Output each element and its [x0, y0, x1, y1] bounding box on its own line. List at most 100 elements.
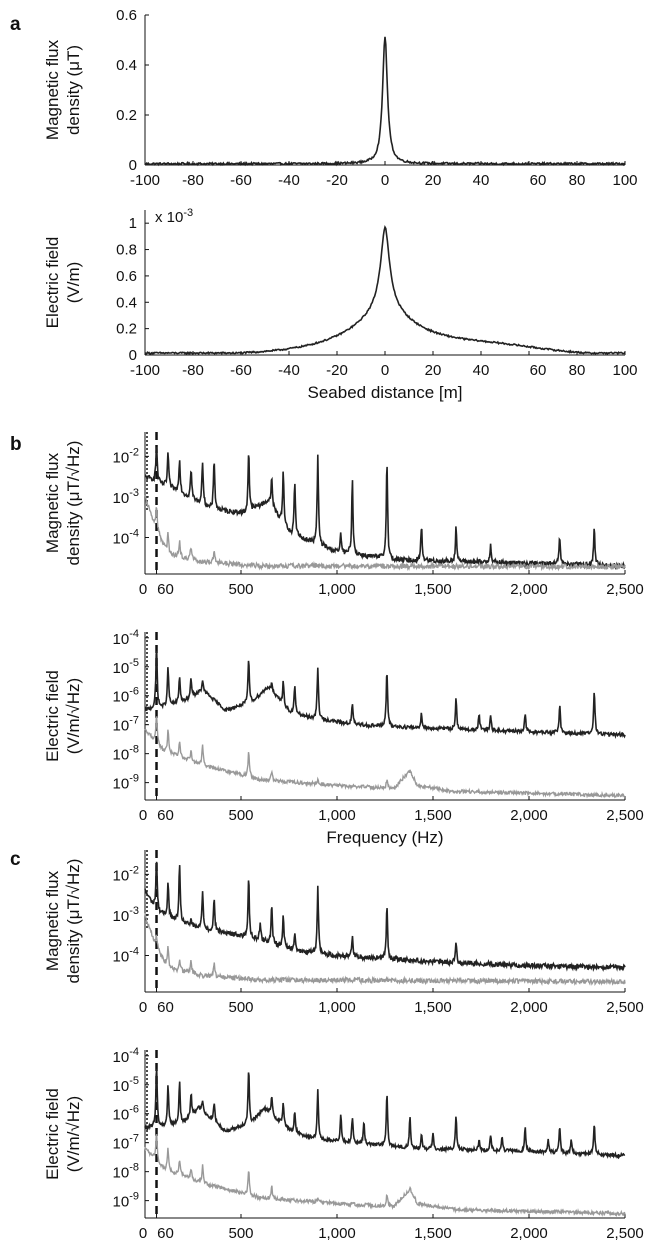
y-tick-label: 0.2	[116, 321, 137, 338]
y-tick-label: 10-6	[113, 686, 139, 706]
x-tick-label: 1,500	[414, 581, 452, 598]
x-tick-label: -100	[130, 172, 160, 189]
x-tick-label: 80	[569, 362, 586, 379]
x-tick-label: 2,000	[510, 807, 548, 824]
x-tick-label: -60	[230, 362, 252, 379]
x-tick-label: -80	[182, 362, 204, 379]
x-tick-label: 2,500	[606, 807, 644, 824]
y-tick-label: 0	[129, 347, 137, 364]
panel-label-b: b	[10, 434, 22, 455]
x-tick-label: -20	[326, 362, 348, 379]
y-tick-label: 10-8	[113, 1162, 139, 1182]
x-tick-label: 1,000	[318, 1225, 356, 1242]
y-axis-label: Electric field (V/m/√Hz)	[43, 1088, 83, 1180]
x-tick-label: -40	[278, 172, 300, 189]
y-axis-label: Electric field (V/m/√Hz)	[43, 670, 83, 762]
x-tick-label: 1,000	[318, 581, 356, 598]
chart-c2: 0 60 500 1,000 1,500 2,000 2,500 10-9 10-8 10-7 10…	[43, 1046, 644, 1242]
x-tick-label: 60	[530, 172, 547, 189]
x-tick-label: 2,000	[510, 1225, 548, 1242]
y-tick-label: 10-2	[113, 864, 139, 884]
x-tick-label: -40	[278, 362, 300, 379]
y-axis-label: Magnetic flux density (μT/√Hz)	[43, 441, 83, 566]
y-tick-label: 10-6	[113, 1104, 139, 1124]
x-tick-label: 60	[157, 581, 174, 598]
y-tick-label: 0	[129, 157, 137, 174]
x-tick-label: 2,500	[606, 1225, 644, 1242]
x-tick-label: 0	[381, 362, 389, 379]
y-tick-label: 10-4	[113, 527, 139, 547]
x-tick-label: 20	[425, 172, 442, 189]
x-tick-label: 80	[569, 172, 586, 189]
y-tick-label: 10-3	[113, 487, 139, 507]
x-tick-label: 100	[612, 362, 637, 379]
y-tick-label: 0.8	[116, 242, 137, 259]
y-tick-label: 10-5	[113, 657, 139, 677]
y-axis-label: Magnetic flux density (μT)	[43, 39, 83, 140]
y-tick-label: 10-4	[113, 628, 139, 648]
y-tick-label: 10-9	[113, 1191, 139, 1211]
y-axis-label: Electric field (V/m)	[43, 237, 83, 329]
series-light-line	[144, 912, 626, 986]
y-tick-label: 0.4	[116, 57, 137, 74]
series-dark-line	[144, 861, 626, 973]
series-dark-line	[144, 1068, 626, 1160]
series-dark-line	[144, 446, 626, 571]
x-tick-label: 60	[530, 362, 547, 379]
panel-label-c: c	[10, 849, 21, 870]
y-tick-label: 10-5	[113, 1075, 139, 1095]
x-tick-label: 0	[139, 1225, 147, 1242]
x-tick-label: 40	[473, 172, 490, 189]
x-tick-label: 100	[612, 172, 637, 189]
y-tick-label: 0.4	[116, 294, 137, 311]
series-light-line	[144, 1134, 626, 1218]
x-tick-label: 1,000	[318, 999, 356, 1016]
x-tick-label: 60	[157, 807, 174, 824]
y-tick-label: 10-3	[113, 905, 139, 925]
x-tick-label: 2,000	[510, 581, 548, 598]
y-tick-label: 10-7	[113, 715, 139, 735]
x-tick-label: 0	[139, 807, 147, 824]
series-dark-line	[144, 224, 626, 356]
x-tick-label: 2,500	[606, 999, 644, 1016]
x-tick-label: 1,500	[414, 999, 452, 1016]
series-dark-line	[144, 36, 626, 167]
y-tick-label: 10-4	[113, 945, 139, 965]
x-tick-label: 0	[139, 581, 147, 598]
x-tick-label: 0	[139, 999, 147, 1016]
y-tick-label: 0.6	[116, 7, 137, 24]
panel-label-a: a	[10, 14, 21, 35]
x-tick-label: 1,500	[414, 807, 452, 824]
x-tick-label: 500	[228, 807, 253, 824]
x-tick-label: 40	[473, 362, 490, 379]
y-tick-label: 1	[129, 215, 137, 232]
x-tick-label: 60	[157, 999, 174, 1016]
x-tick-label: -80	[182, 172, 204, 189]
x-tick-label: 1,500	[414, 1225, 452, 1242]
y-axis-label: Magnetic flux density (μT/√Hz)	[43, 859, 83, 984]
x-tick-label: 2,500	[606, 581, 644, 598]
x-tick-label: 20	[425, 362, 442, 379]
x-tick-label: -100	[130, 362, 160, 379]
x-tick-label: -20	[326, 172, 348, 189]
x-axis-label: Frequency (Hz)	[326, 828, 443, 847]
x-tick-label: 1,000	[318, 807, 356, 824]
chart-a1: -100 -80 -60 -40 -20 0 20 40 60 80 100 0 0.2 0.4 0.6 Ma…	[43, 7, 638, 189]
y-tick-label: 10-2	[113, 446, 139, 466]
chart-a2: -100 -80 -60 -40 -20 0 20 40 60 80 100 0 0.2 0.4 0.6 0.…	[43, 207, 638, 402]
y-multiplier: x 10-3	[155, 207, 193, 226]
x-tick-label: 2,000	[510, 999, 548, 1016]
series-dark-line	[144, 650, 626, 739]
x-tick-label: 500	[228, 999, 253, 1016]
x-axis-label: Seabed distance [m]	[308, 383, 463, 402]
x-tick-label: 500	[228, 1225, 253, 1242]
series-light-line	[144, 494, 626, 572]
x-tick-label: 0	[381, 172, 389, 189]
y-tick-label: 0.6	[116, 268, 137, 285]
y-tick-label: 10-4	[113, 1046, 139, 1066]
y-tick-label: 10-9	[113, 773, 139, 793]
chart-b1: 0 60 500 1,000 1,500 2,000 2,500 10-4 10-3 10-2 Ma…	[43, 432, 644, 598]
x-tick-label: 60	[157, 1225, 174, 1242]
x-tick-label: -60	[230, 172, 252, 189]
